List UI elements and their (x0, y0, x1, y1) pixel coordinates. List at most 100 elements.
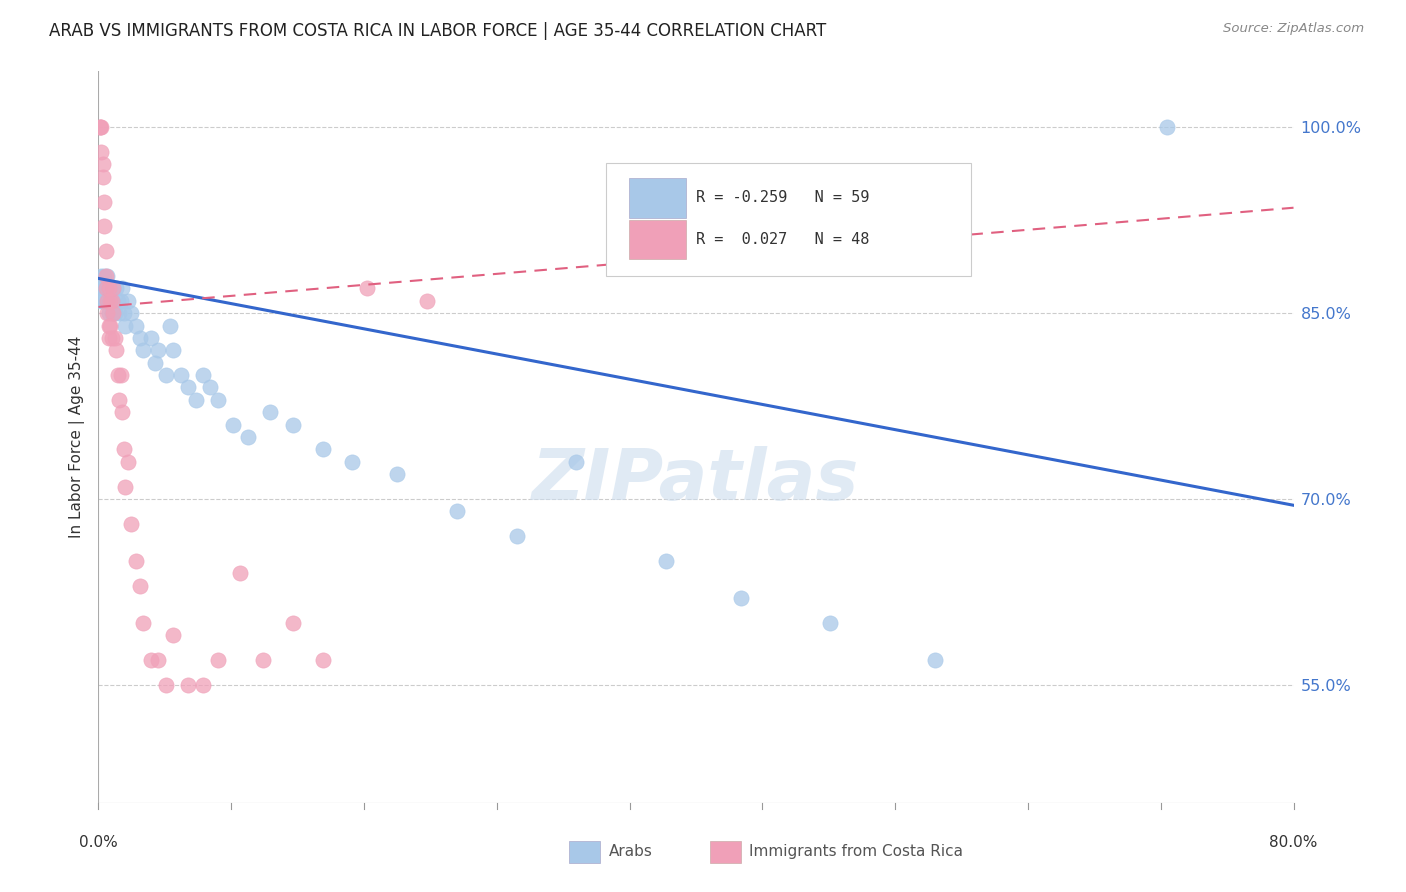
Point (96, 268, 118, 283)
Point (101, 306, 124, 320)
Point (112, 306, 135, 320)
Point (93, 219, 115, 234)
Point (311, 442, 333, 457)
Bar (710, 841, 741, 863)
Point (155, 678, 177, 692)
Point (103, 293, 125, 308)
Point (117, 293, 139, 308)
Point (342, 455, 364, 469)
Point (111, 281, 134, 295)
Point (125, 554, 148, 568)
Point (89, 120, 111, 135)
FancyBboxPatch shape (628, 178, 686, 218)
Point (148, 653, 170, 667)
Point (169, 368, 191, 383)
Text: 0.0%: 0.0% (79, 836, 118, 850)
Point (191, 368, 214, 383)
Point (101, 293, 124, 308)
Text: ARAB VS IMMIGRANTS FROM COSTA RICA IN LABOR FORCE | AGE 35-44 CORRELATION CHART: ARAB VS IMMIGRANTS FROM COSTA RICA IN LA… (49, 22, 827, 40)
Point (101, 331, 124, 345)
Point (91, 281, 114, 295)
Point (177, 678, 200, 692)
Text: Arabs: Arabs (609, 845, 652, 859)
Point (222, 417, 245, 432)
Text: R = -0.259   N = 59: R = -0.259 N = 59 (696, 190, 869, 205)
Point (110, 368, 132, 383)
Point (1156, 120, 1178, 135)
Point (96, 306, 118, 320)
Point (207, 392, 229, 407)
Point (565, 455, 588, 469)
Point (90, 268, 112, 283)
Point (98, 293, 122, 308)
Point (90, 293, 112, 308)
Point (91, 169, 114, 184)
Point (155, 368, 177, 383)
Point (730, 591, 752, 606)
Point (112, 442, 135, 457)
Point (125, 318, 148, 333)
Point (236, 430, 259, 444)
Point (132, 615, 155, 630)
Point (90, 120, 112, 135)
Point (96, 293, 118, 308)
Y-axis label: In Labor Force | Age 35-44: In Labor Force | Age 35-44 (69, 336, 84, 538)
Point (90, 145, 112, 159)
Point (446, 504, 468, 518)
Text: R =  0.027   N = 48: R = 0.027 N = 48 (696, 232, 869, 247)
Point (114, 480, 136, 494)
Point (143, 356, 166, 370)
Point (117, 455, 139, 469)
Point (103, 281, 125, 295)
Point (104, 306, 127, 320)
Point (655, 554, 678, 568)
Point (311, 653, 333, 667)
Point (129, 579, 152, 593)
Point (98, 293, 122, 308)
Point (281, 615, 304, 630)
Point (416, 293, 439, 308)
Point (97, 281, 120, 295)
Point (200, 380, 222, 394)
Point (207, 653, 229, 667)
Point (103, 306, 125, 320)
Point (101, 293, 124, 308)
Point (120, 516, 142, 531)
Point (139, 331, 162, 345)
Point (91, 157, 114, 171)
Point (98, 318, 122, 333)
Point (356, 281, 378, 295)
Point (103, 281, 125, 295)
Point (281, 417, 304, 432)
Point (924, 653, 946, 667)
Point (105, 281, 128, 295)
Point (114, 318, 136, 333)
Point (107, 368, 129, 383)
Point (107, 293, 129, 308)
Point (162, 628, 184, 642)
Point (108, 306, 131, 320)
Point (104, 331, 127, 345)
Point (120, 306, 142, 320)
Point (139, 653, 162, 667)
Point (89, 281, 111, 295)
Point (385, 467, 409, 482)
Text: ZIPatlas: ZIPatlas (533, 447, 859, 516)
Point (94, 281, 117, 295)
Point (184, 392, 207, 407)
Text: 80.0%: 80.0% (1270, 836, 1317, 850)
Point (148, 343, 170, 358)
FancyBboxPatch shape (628, 219, 686, 260)
Point (110, 293, 132, 308)
Point (97, 281, 120, 295)
Text: Source: ZipAtlas.com: Source: ZipAtlas.com (1223, 22, 1364, 36)
Point (97, 306, 120, 320)
Point (93, 268, 115, 283)
Point (98, 281, 122, 295)
Point (506, 529, 529, 543)
Point (89, 120, 111, 135)
Point (162, 343, 184, 358)
Point (820, 615, 842, 630)
Point (259, 405, 281, 419)
Point (229, 566, 252, 581)
